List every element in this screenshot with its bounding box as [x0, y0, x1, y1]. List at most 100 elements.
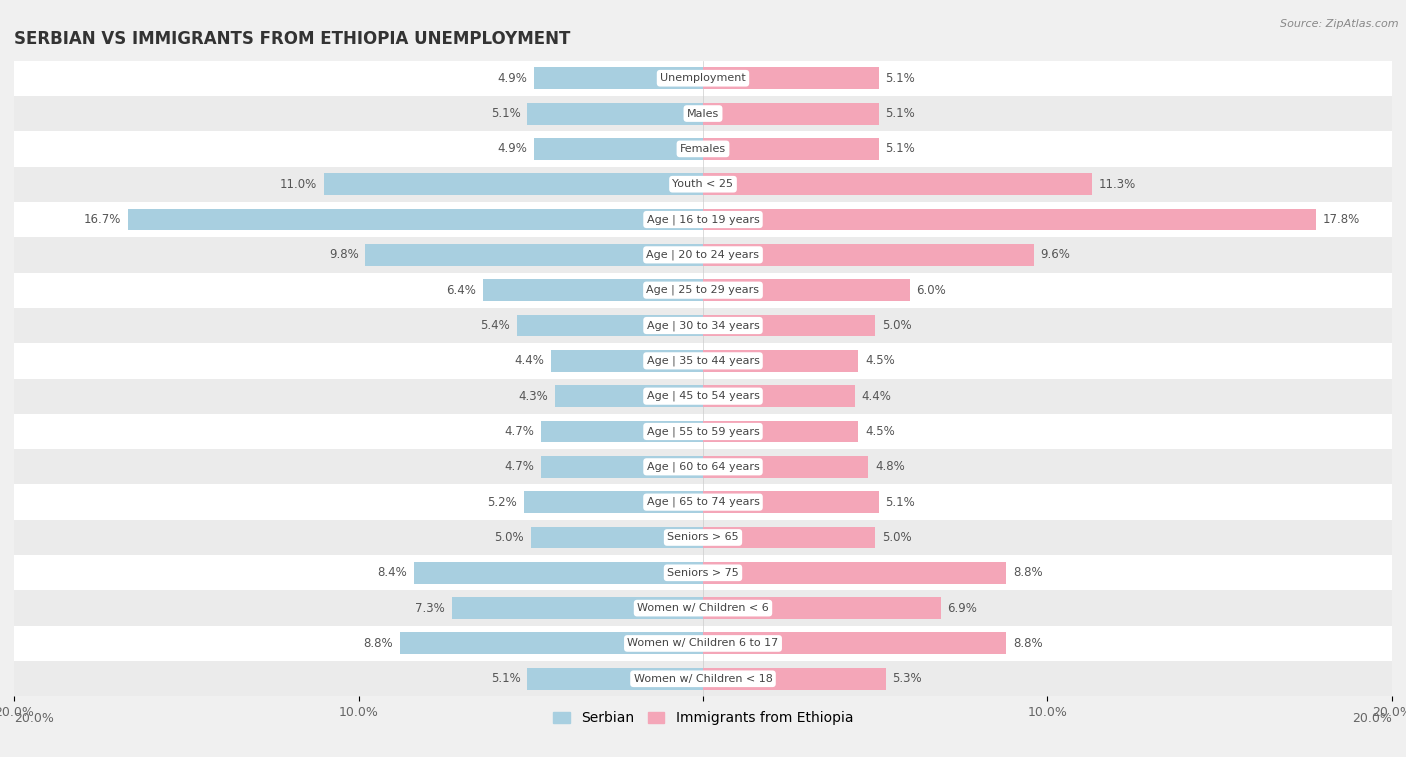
Bar [703, 491, 879, 513]
Bar [703, 668, 886, 690]
Text: 4.9%: 4.9% [498, 72, 527, 85]
Bar [14, 96, 1392, 131]
Text: Age | 25 to 29 years: Age | 25 to 29 years [647, 285, 759, 295]
Text: 5.2%: 5.2% [488, 496, 517, 509]
Bar [14, 61, 1392, 96]
Bar [413, 562, 703, 584]
Bar [14, 555, 1392, 590]
Text: Age | 45 to 54 years: Age | 45 to 54 years [647, 391, 759, 401]
Text: 4.9%: 4.9% [498, 142, 527, 155]
Bar [524, 491, 703, 513]
Bar [551, 350, 703, 372]
Text: Age | 30 to 34 years: Age | 30 to 34 years [647, 320, 759, 331]
Text: Females: Females [681, 144, 725, 154]
Bar [14, 237, 1392, 273]
Text: 5.0%: 5.0% [882, 531, 911, 544]
Text: 11.3%: 11.3% [1099, 178, 1136, 191]
Bar [703, 138, 879, 160]
Text: 8.8%: 8.8% [363, 637, 392, 650]
Text: 5.1%: 5.1% [886, 142, 915, 155]
Text: Unemployment: Unemployment [661, 73, 745, 83]
Text: 7.3%: 7.3% [415, 602, 444, 615]
Text: Source: ZipAtlas.com: Source: ZipAtlas.com [1281, 19, 1399, 29]
Bar [128, 209, 703, 230]
Bar [527, 103, 703, 124]
Bar [703, 103, 879, 124]
Text: Youth < 25: Youth < 25 [672, 179, 734, 189]
Text: 8.8%: 8.8% [1012, 566, 1043, 579]
Bar [366, 244, 703, 266]
Text: 9.8%: 9.8% [329, 248, 359, 261]
Bar [14, 626, 1392, 661]
Text: 8.4%: 8.4% [377, 566, 406, 579]
Bar [703, 597, 941, 619]
Text: 5.1%: 5.1% [886, 107, 915, 120]
Text: 4.4%: 4.4% [862, 390, 891, 403]
Bar [482, 279, 703, 301]
Text: SERBIAN VS IMMIGRANTS FROM ETHIOPIA UNEMPLOYMENT: SERBIAN VS IMMIGRANTS FROM ETHIOPIA UNEM… [14, 30, 571, 48]
Text: 5.4%: 5.4% [481, 319, 510, 332]
Bar [14, 167, 1392, 202]
Bar [555, 385, 703, 407]
Bar [14, 449, 1392, 484]
Bar [14, 661, 1392, 696]
Text: 11.0%: 11.0% [280, 178, 318, 191]
Bar [703, 562, 1007, 584]
Text: 4.7%: 4.7% [505, 425, 534, 438]
Text: 4.7%: 4.7% [505, 460, 534, 473]
Bar [703, 279, 910, 301]
Legend: Serbian, Immigrants from Ethiopia: Serbian, Immigrants from Ethiopia [547, 706, 859, 731]
Bar [14, 308, 1392, 343]
Bar [14, 343, 1392, 378]
Text: Age | 35 to 44 years: Age | 35 to 44 years [647, 356, 759, 366]
Text: 4.8%: 4.8% [875, 460, 905, 473]
Bar [14, 520, 1392, 555]
Text: 4.4%: 4.4% [515, 354, 544, 367]
Bar [534, 138, 703, 160]
Bar [451, 597, 703, 619]
Text: 6.0%: 6.0% [917, 284, 946, 297]
Text: 5.1%: 5.1% [491, 107, 520, 120]
Bar [517, 315, 703, 336]
Text: 20.0%: 20.0% [14, 712, 53, 725]
Text: 4.3%: 4.3% [519, 390, 548, 403]
Bar [14, 273, 1392, 308]
Bar [703, 350, 858, 372]
Bar [527, 668, 703, 690]
Bar [534, 67, 703, 89]
Bar [703, 527, 875, 548]
Text: Seniors > 65: Seniors > 65 [668, 532, 738, 543]
Bar [703, 456, 869, 478]
Text: 5.3%: 5.3% [893, 672, 922, 685]
Text: 5.0%: 5.0% [882, 319, 911, 332]
Bar [703, 209, 1316, 230]
Bar [14, 202, 1392, 237]
Bar [14, 378, 1392, 414]
Bar [703, 244, 1033, 266]
Text: Women w/ Children < 18: Women w/ Children < 18 [634, 674, 772, 684]
Text: Males: Males [688, 108, 718, 119]
Text: 16.7%: 16.7% [83, 213, 121, 226]
Bar [703, 315, 875, 336]
Text: 5.0%: 5.0% [495, 531, 524, 544]
Bar [14, 414, 1392, 449]
Text: 4.5%: 4.5% [865, 354, 894, 367]
Bar [541, 421, 703, 442]
Bar [541, 456, 703, 478]
Text: 4.5%: 4.5% [865, 425, 894, 438]
Bar [323, 173, 703, 195]
Text: Age | 20 to 24 years: Age | 20 to 24 years [647, 250, 759, 260]
Bar [703, 633, 1007, 654]
Text: Women w/ Children 6 to 17: Women w/ Children 6 to 17 [627, 638, 779, 649]
Text: 17.8%: 17.8% [1323, 213, 1360, 226]
Text: 5.1%: 5.1% [886, 72, 915, 85]
Text: Age | 16 to 19 years: Age | 16 to 19 years [647, 214, 759, 225]
Bar [14, 484, 1392, 520]
Text: 5.1%: 5.1% [491, 672, 520, 685]
Text: Age | 55 to 59 years: Age | 55 to 59 years [647, 426, 759, 437]
Text: 8.8%: 8.8% [1012, 637, 1043, 650]
Text: 9.6%: 9.6% [1040, 248, 1070, 261]
Bar [703, 173, 1092, 195]
Text: 20.0%: 20.0% [1353, 712, 1392, 725]
Bar [703, 67, 879, 89]
